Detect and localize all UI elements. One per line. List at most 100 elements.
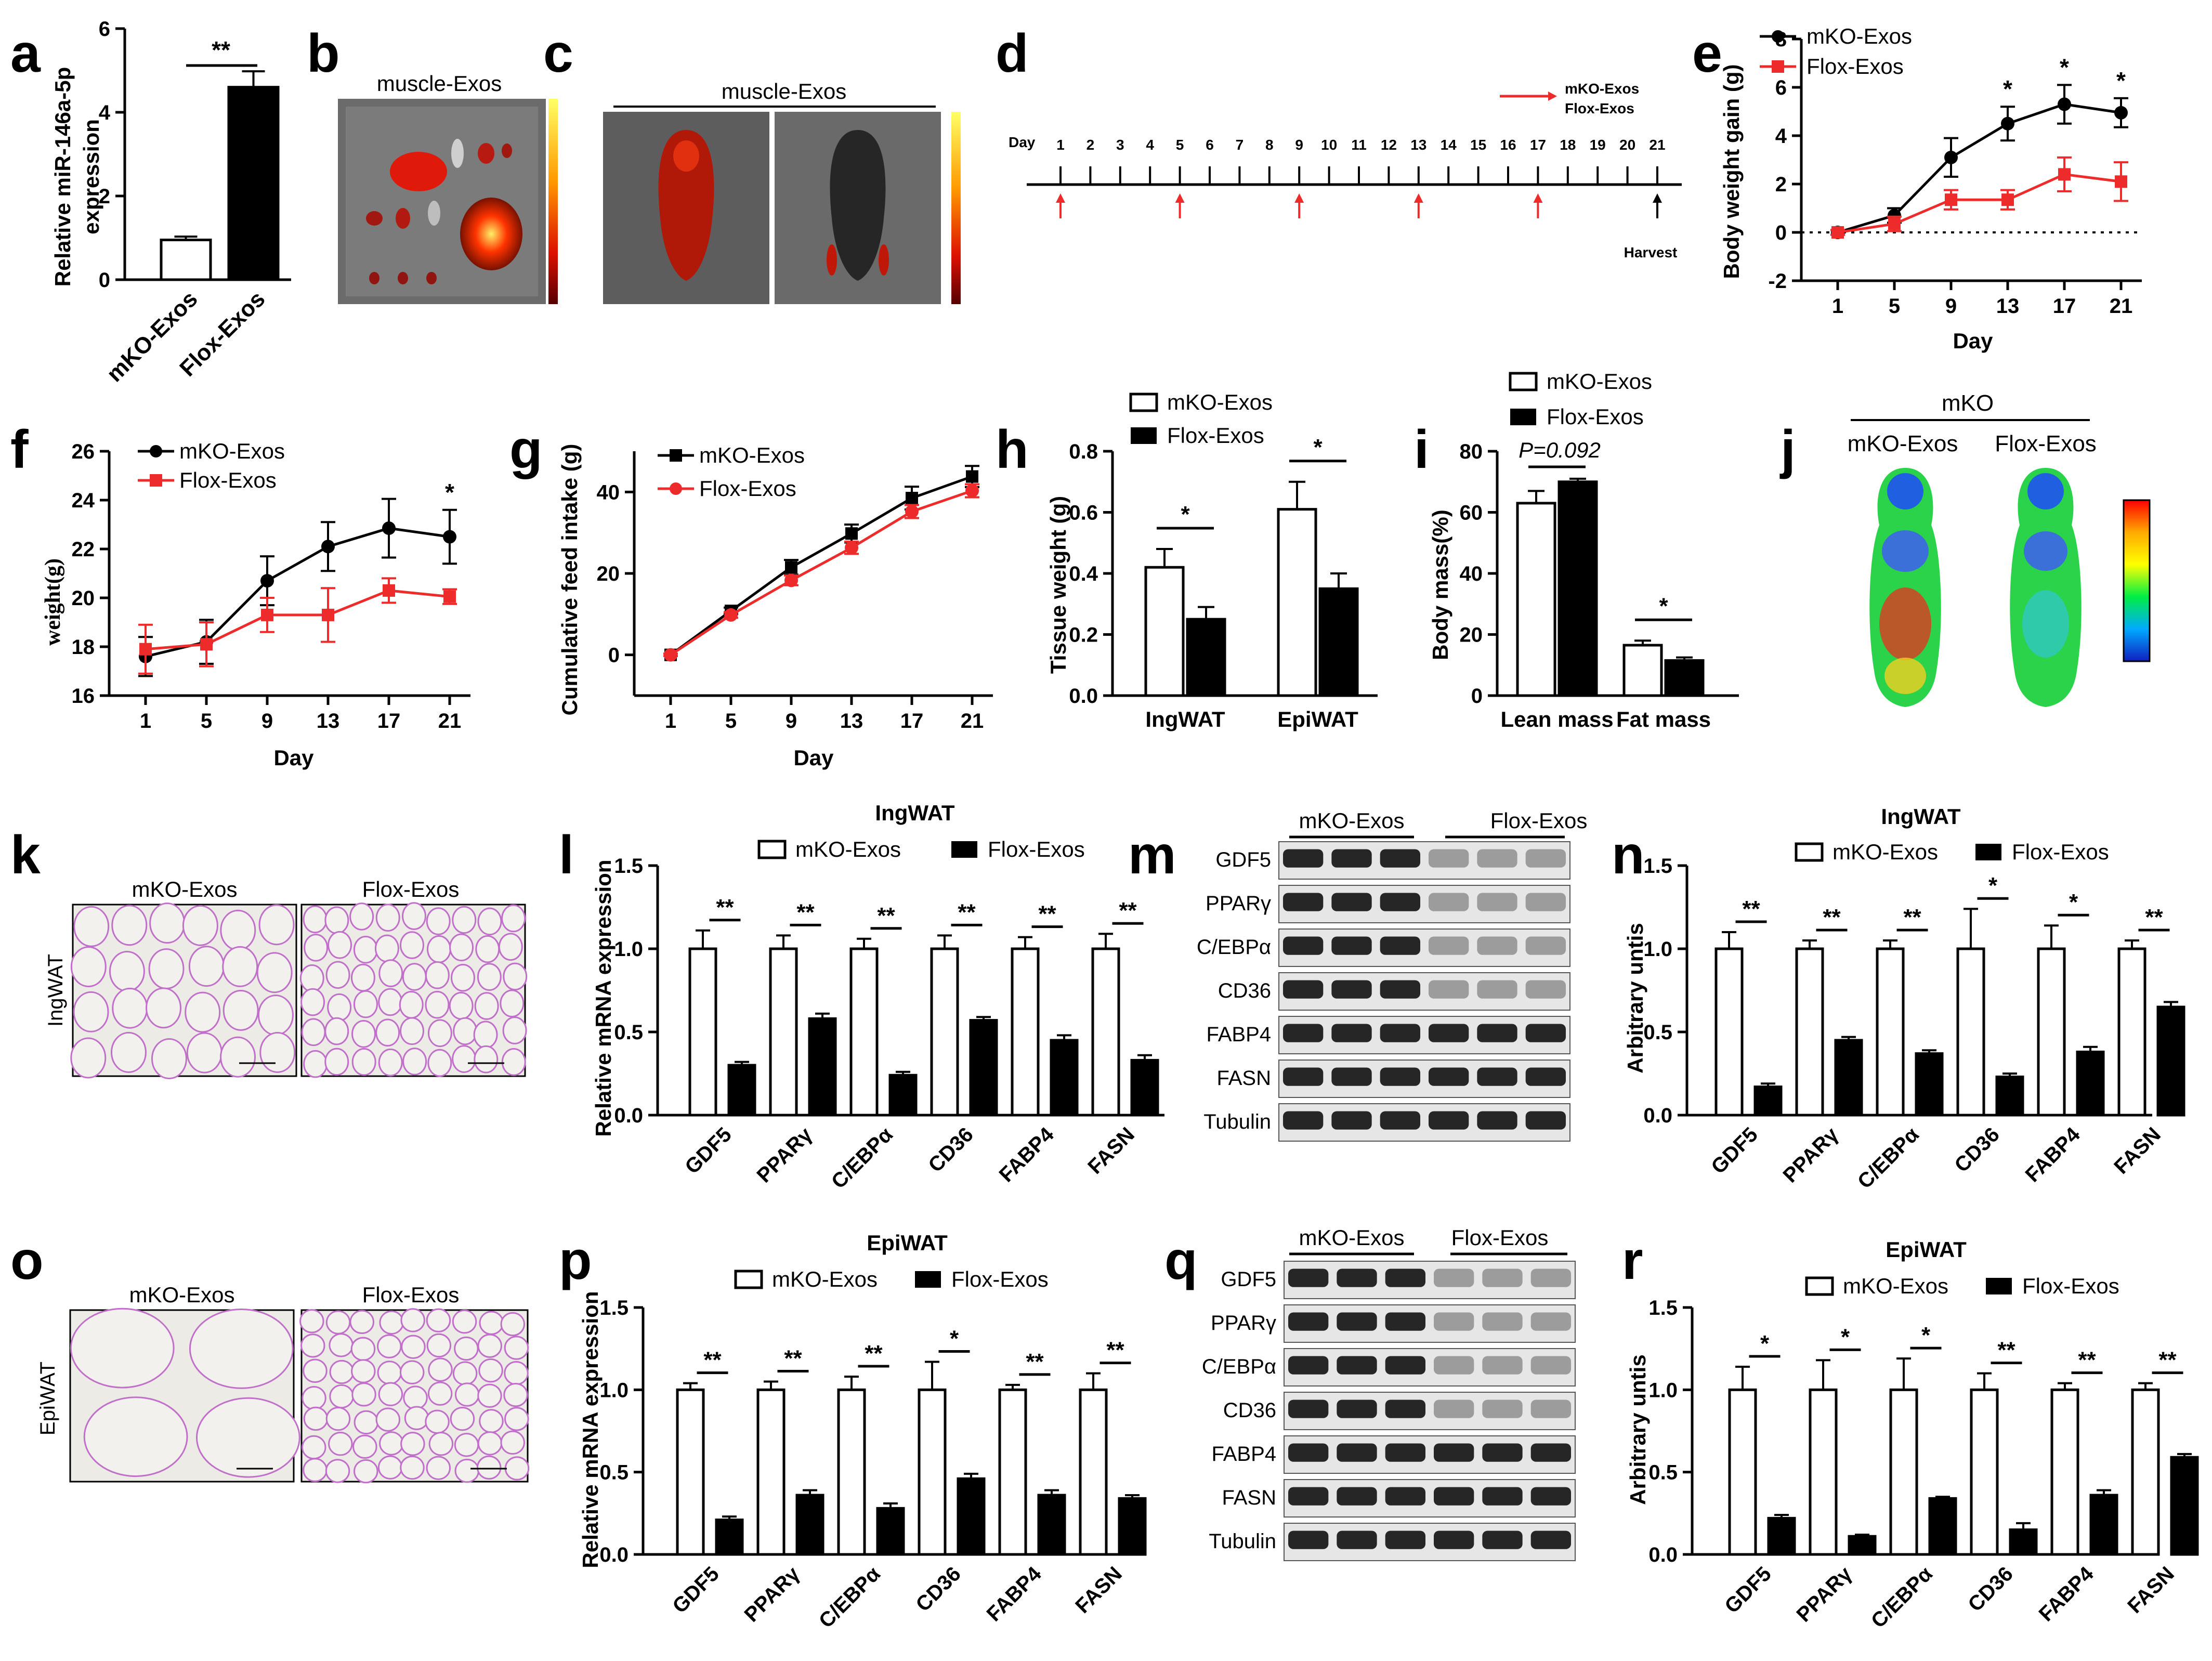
e-series-1-point	[2115, 175, 2127, 188]
adipocyte	[377, 1455, 403, 1480]
e-x-tick-label: 5	[1889, 295, 1900, 318]
f-x-tick-label: 13	[317, 710, 340, 733]
m-band	[1525, 849, 1566, 868]
d-tick-label: 4	[1146, 137, 1154, 153]
adipocyte	[151, 1038, 187, 1079]
panel-b-image: muscle-Exos	[338, 71, 558, 304]
p-sig: **	[1106, 1338, 1124, 1363]
r-y-tick-label: 0.0	[1648, 1544, 1678, 1566]
adipocyte	[112, 987, 148, 1029]
e-y-tick-label: 8	[1775, 28, 1787, 51]
n-sig: **	[1903, 905, 1921, 930]
l-y-tick-label: 1.5	[614, 855, 643, 878]
r-x-tick-label: GDF5	[1720, 1562, 1776, 1618]
n-bar	[1834, 1039, 1863, 1117]
n-bar	[1714, 947, 1744, 1117]
q-band	[1482, 1356, 1523, 1375]
r-sig: *	[1921, 1323, 1931, 1348]
l-x-tick-label: CD36	[924, 1123, 977, 1176]
adipocyte	[354, 1459, 378, 1484]
e-series-0-point	[1944, 150, 1958, 164]
q-row-label: Tubulin	[1209, 1530, 1276, 1553]
i-x-tick-label: Lean mass	[1500, 707, 1613, 731]
f-x-tick-label: 21	[438, 710, 462, 733]
panel-letter-n: n	[1612, 825, 1645, 885]
i-bars: Lean mass Fat mass	[1500, 477, 1711, 731]
adipocyte	[324, 1017, 349, 1045]
adipocyte	[83, 1396, 188, 1477]
r-sig: *	[1841, 1324, 1850, 1350]
f-series-1-point	[200, 638, 213, 651]
panel-letter-l: l	[559, 825, 574, 885]
e-series-1-point	[1831, 226, 1844, 239]
p-legend-swatch-flox	[915, 1271, 941, 1288]
p-x-tick-label: GDF5	[668, 1562, 724, 1618]
adipocyte	[325, 1406, 351, 1431]
adipocyte	[304, 934, 329, 962]
n-y-tick-label: 0.5	[1643, 1021, 1672, 1044]
l-bar	[969, 1019, 998, 1117]
adipocyte	[500, 989, 525, 1017]
g-x-tick-label: 1	[665, 710, 676, 733]
l-ylabel: Relative mRNA expression	[591, 860, 616, 1137]
q-blot-strip	[1284, 1523, 1576, 1561]
adipocyte	[73, 906, 110, 947]
adipocyte	[478, 1358, 503, 1383]
e-y-tick-label: 2	[1775, 173, 1787, 196]
adipocyte	[351, 1359, 376, 1383]
line-panel-labels: Day Body weight gain (g) Day weight(g) D…	[41, 64, 1993, 770]
i-legend-mko: mKO-Exos	[1547, 369, 1652, 394]
hk2-cells	[299, 902, 528, 1078]
l-bar	[688, 947, 717, 1117]
g-plot: 1 5 9 13 17 21	[663, 465, 984, 733]
r-legend-swatch-mko	[1805, 1276, 1834, 1296]
q-band	[1530, 1487, 1571, 1506]
m-blot-strip	[1278, 1060, 1570, 1098]
adipocyte	[70, 1037, 107, 1079]
m-band	[1525, 1024, 1566, 1042]
panel-letter-h: h	[996, 420, 1029, 480]
d-day-label: Day	[1009, 134, 1036, 150]
q-band	[1337, 1487, 1377, 1506]
d-injection-arrowhead	[1175, 193, 1185, 203]
r-y-tick-label: 1.5	[1648, 1297, 1678, 1319]
e-series-0-point	[2114, 106, 2128, 120]
h-legend-flox: Flox-Exos	[1167, 423, 1264, 448]
d-tick-label: 20	[1619, 137, 1635, 153]
l-sig: **	[877, 903, 895, 928]
l-bar	[1011, 947, 1040, 1117]
adipocyte	[325, 961, 350, 989]
p-x-tick-label: FASN	[1071, 1562, 1127, 1618]
d-tick-label: 14	[1441, 137, 1457, 153]
bar-legends-hi: mKO-Exos Flox-Exos Tissue weight (g) mKO…	[1046, 369, 1652, 674]
q-band	[1530, 1312, 1571, 1331]
h-y-tick-label: 0.8	[1069, 440, 1098, 463]
p-bars: ** GDF5 ** PPARγ ** C/EBPα * CD36 ** FABP4 ** FASN	[668, 1326, 1147, 1632]
q-band	[1530, 1356, 1571, 1375]
panel-letter-k: k	[10, 825, 41, 885]
n-x-tick-label: FABP4	[2021, 1123, 2085, 1187]
adipocyte	[377, 1361, 402, 1385]
m-band	[1283, 1067, 1324, 1086]
adipocyte	[324, 906, 349, 934]
m-band	[1331, 936, 1372, 955]
f-x-tick-label: 1	[140, 710, 151, 733]
p-bar	[918, 1388, 947, 1556]
k-label-2: Flox-Exos	[362, 877, 460, 901]
p-x-tick-label: FABP4	[983, 1562, 1046, 1626]
b-organ-6	[396, 208, 410, 229]
adipocyte	[70, 946, 107, 987]
q-band	[1530, 1531, 1571, 1549]
e-x-tick-label: 21	[2110, 295, 2133, 318]
m-blot-strip	[1278, 972, 1570, 1011]
q-blot-strip	[1284, 1348, 1576, 1387]
q-band	[1288, 1400, 1329, 1418]
adipocyte	[350, 1337, 376, 1361]
adipocyte	[503, 962, 528, 991]
m-band	[1331, 1024, 1372, 1042]
b-organ-2	[478, 143, 494, 164]
adipocyte	[220, 909, 256, 951]
q-blots: GDF5 PPARγ C/EBPα CD36 FABP4 FASN Tubulin	[1202, 1261, 1576, 1561]
adipocyte	[402, 902, 426, 930]
